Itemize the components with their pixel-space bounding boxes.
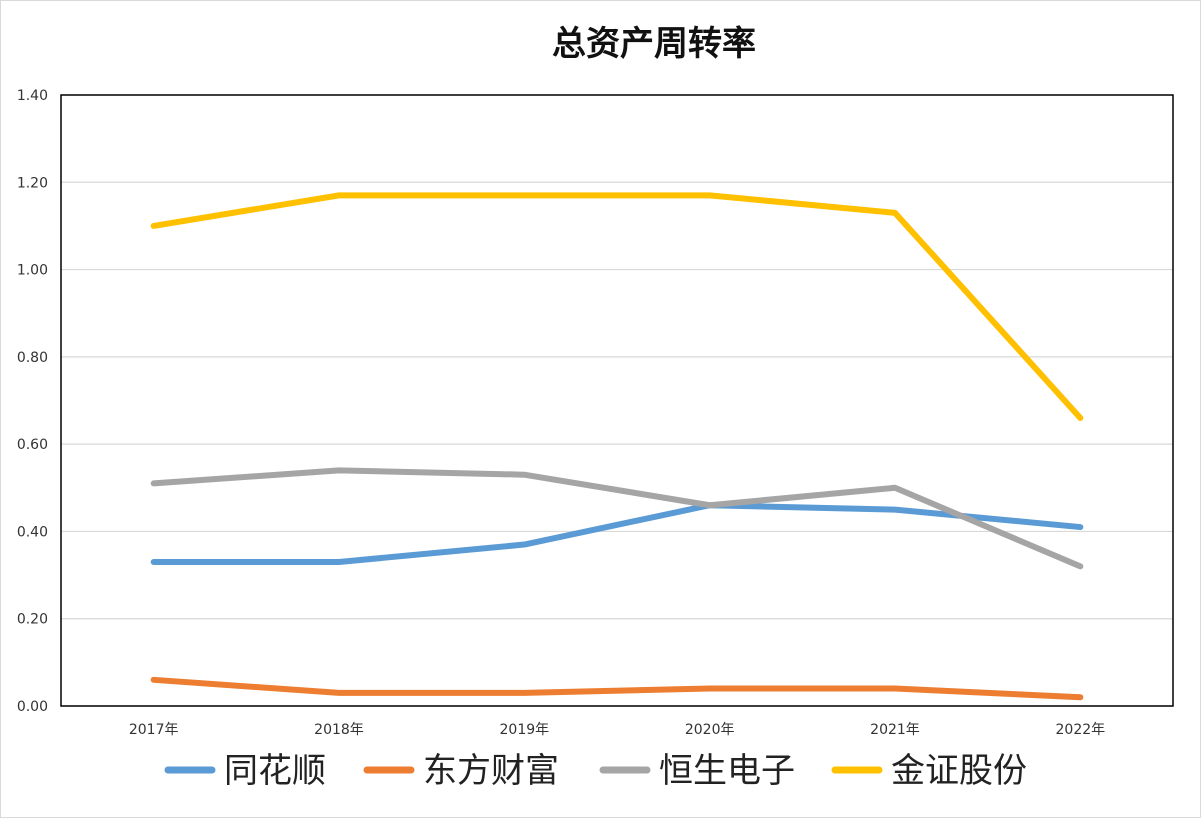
x-tick-label: 2022年 xyxy=(1056,722,1106,738)
y-tick-label: 0.40 xyxy=(17,524,48,540)
x-tick-label: 2020年 xyxy=(685,722,735,738)
x-tick-label: 2018年 xyxy=(314,722,364,738)
plot-area-border xyxy=(60,94,1174,707)
x-axis: 2017年 2018年 2019年 2020年 2021年 2022年 xyxy=(129,722,1105,738)
y-axis: 0.00 0.20 0.40 0.60 0.80 1.00 1.20 1.40 xyxy=(17,88,48,715)
y-tick-label: 0.00 xyxy=(17,699,48,715)
y-tick-label: 1.40 xyxy=(17,88,48,104)
series-line-2 xyxy=(150,467,1084,570)
chart-title: 总资产周转率 xyxy=(552,24,756,64)
legend-label-3: 金证股份 xyxy=(891,751,1027,791)
x-tick-label: 2021年 xyxy=(870,722,920,738)
legend-label-1: 东方财富 xyxy=(423,751,559,791)
series-layer xyxy=(150,192,1084,701)
y-tick-label: 0.60 xyxy=(17,437,48,453)
series-line-3 xyxy=(150,192,1084,421)
series-line-1 xyxy=(150,676,1084,701)
legend-label-2: 恒生电子 xyxy=(659,751,795,791)
y-tick-label: 1.00 xyxy=(17,263,48,279)
series-line-0 xyxy=(150,502,1084,565)
y-tick-label: 0.20 xyxy=(17,612,48,628)
grid-layer xyxy=(60,94,1174,707)
y-tick-label: 1.20 xyxy=(17,175,48,191)
legend-label-0: 同花顺 xyxy=(224,751,326,791)
x-tick-label: 2019年 xyxy=(500,722,550,738)
y-tick-label: 0.80 xyxy=(17,350,48,366)
legend: 同花顺 东方财富 恒生电子 金证股份 xyxy=(164,751,1027,791)
x-tick-label: 2017年 xyxy=(129,722,179,738)
